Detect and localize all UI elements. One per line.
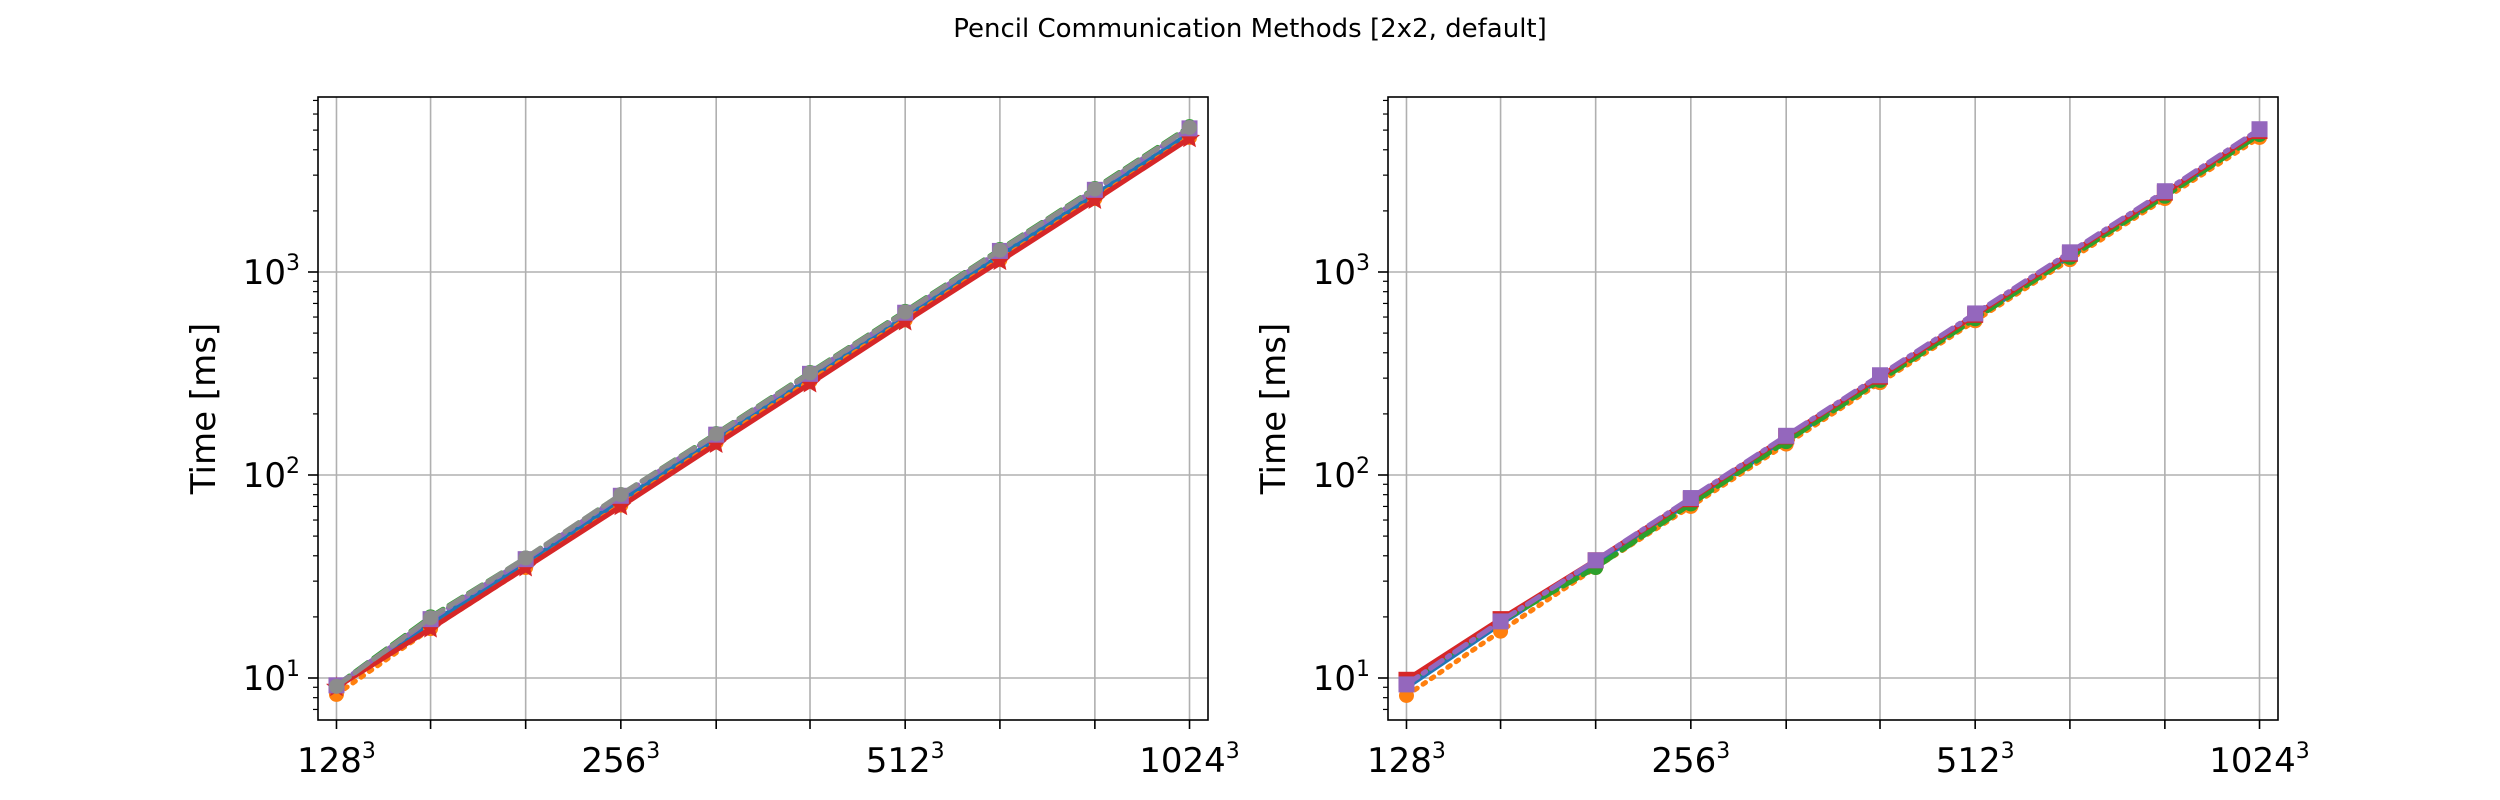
series-point bbox=[613, 487, 629, 503]
series-point bbox=[1084, 189, 1106, 209]
chart-panel-1: 1283 2563 5123 10243 101 102 103 Time [ms] bbox=[184, 96, 1240, 781]
y-tick-label: 103 bbox=[1313, 251, 1370, 293]
series-point bbox=[2251, 121, 2268, 138]
y-tick-label: 102 bbox=[1313, 454, 1370, 496]
series-point bbox=[989, 250, 1011, 271]
x-tick-label: 5123 bbox=[1936, 739, 2015, 781]
series-point bbox=[705, 433, 727, 453]
series-line-6 bbox=[334, 125, 1192, 689]
series-point bbox=[1778, 427, 1795, 444]
series-point bbox=[328, 678, 344, 694]
y-tick-label: 101 bbox=[1313, 657, 1370, 699]
series-point bbox=[897, 304, 913, 320]
series-point bbox=[2156, 183, 2173, 200]
series-point bbox=[1087, 181, 1103, 197]
series-point bbox=[1682, 490, 1699, 507]
series-line-4 bbox=[334, 135, 1192, 690]
y-axis-label: Time [ms] bbox=[184, 323, 224, 495]
series-point bbox=[420, 617, 441, 638]
series-point bbox=[1492, 613, 1509, 630]
axes-frame bbox=[317, 96, 1209, 721]
series-point bbox=[802, 365, 818, 381]
series-point bbox=[2061, 244, 2078, 261]
axes-frame bbox=[1387, 96, 2279, 721]
x-tick-label: 5123 bbox=[866, 739, 945, 781]
series-point bbox=[518, 550, 534, 566]
y-tick-label: 101 bbox=[243, 657, 300, 699]
series-line-1 bbox=[334, 131, 1192, 690]
series-line-3 bbox=[1404, 132, 2262, 685]
y-tick-label: 103 bbox=[243, 251, 300, 293]
series-point bbox=[1967, 305, 1984, 322]
x-tick-label: 1283 bbox=[1367, 739, 1446, 781]
series-point bbox=[423, 610, 439, 626]
series-point bbox=[1587, 552, 1604, 569]
series-line-2 bbox=[1404, 135, 2262, 698]
x-tick-label: 1283 bbox=[297, 739, 376, 781]
series-point bbox=[992, 242, 1008, 258]
series-point bbox=[1179, 127, 1200, 148]
y-axis-label: Time [ms] bbox=[1254, 323, 1294, 495]
series-line-5 bbox=[1404, 126, 2262, 687]
x-tick-label: 10243 bbox=[2209, 739, 2310, 781]
series-point bbox=[1872, 367, 1889, 384]
series-point bbox=[1182, 120, 1198, 136]
series-point bbox=[799, 372, 821, 393]
series-point bbox=[708, 426, 724, 442]
y-tick-label: 102 bbox=[243, 454, 300, 496]
x-tick-label: 2563 bbox=[581, 739, 660, 781]
series-point bbox=[610, 495, 632, 516]
figure-title: Pencil Communication Methods [2x2, defau… bbox=[953, 14, 1547, 44]
series-point bbox=[1398, 676, 1415, 693]
x-tick-label: 2563 bbox=[1651, 739, 1730, 781]
x-tick-label: 10243 bbox=[1139, 739, 1240, 781]
chart-panel-2: 1283 2563 5123 10243 101 102 103 Time [ms] bbox=[1254, 96, 2310, 781]
